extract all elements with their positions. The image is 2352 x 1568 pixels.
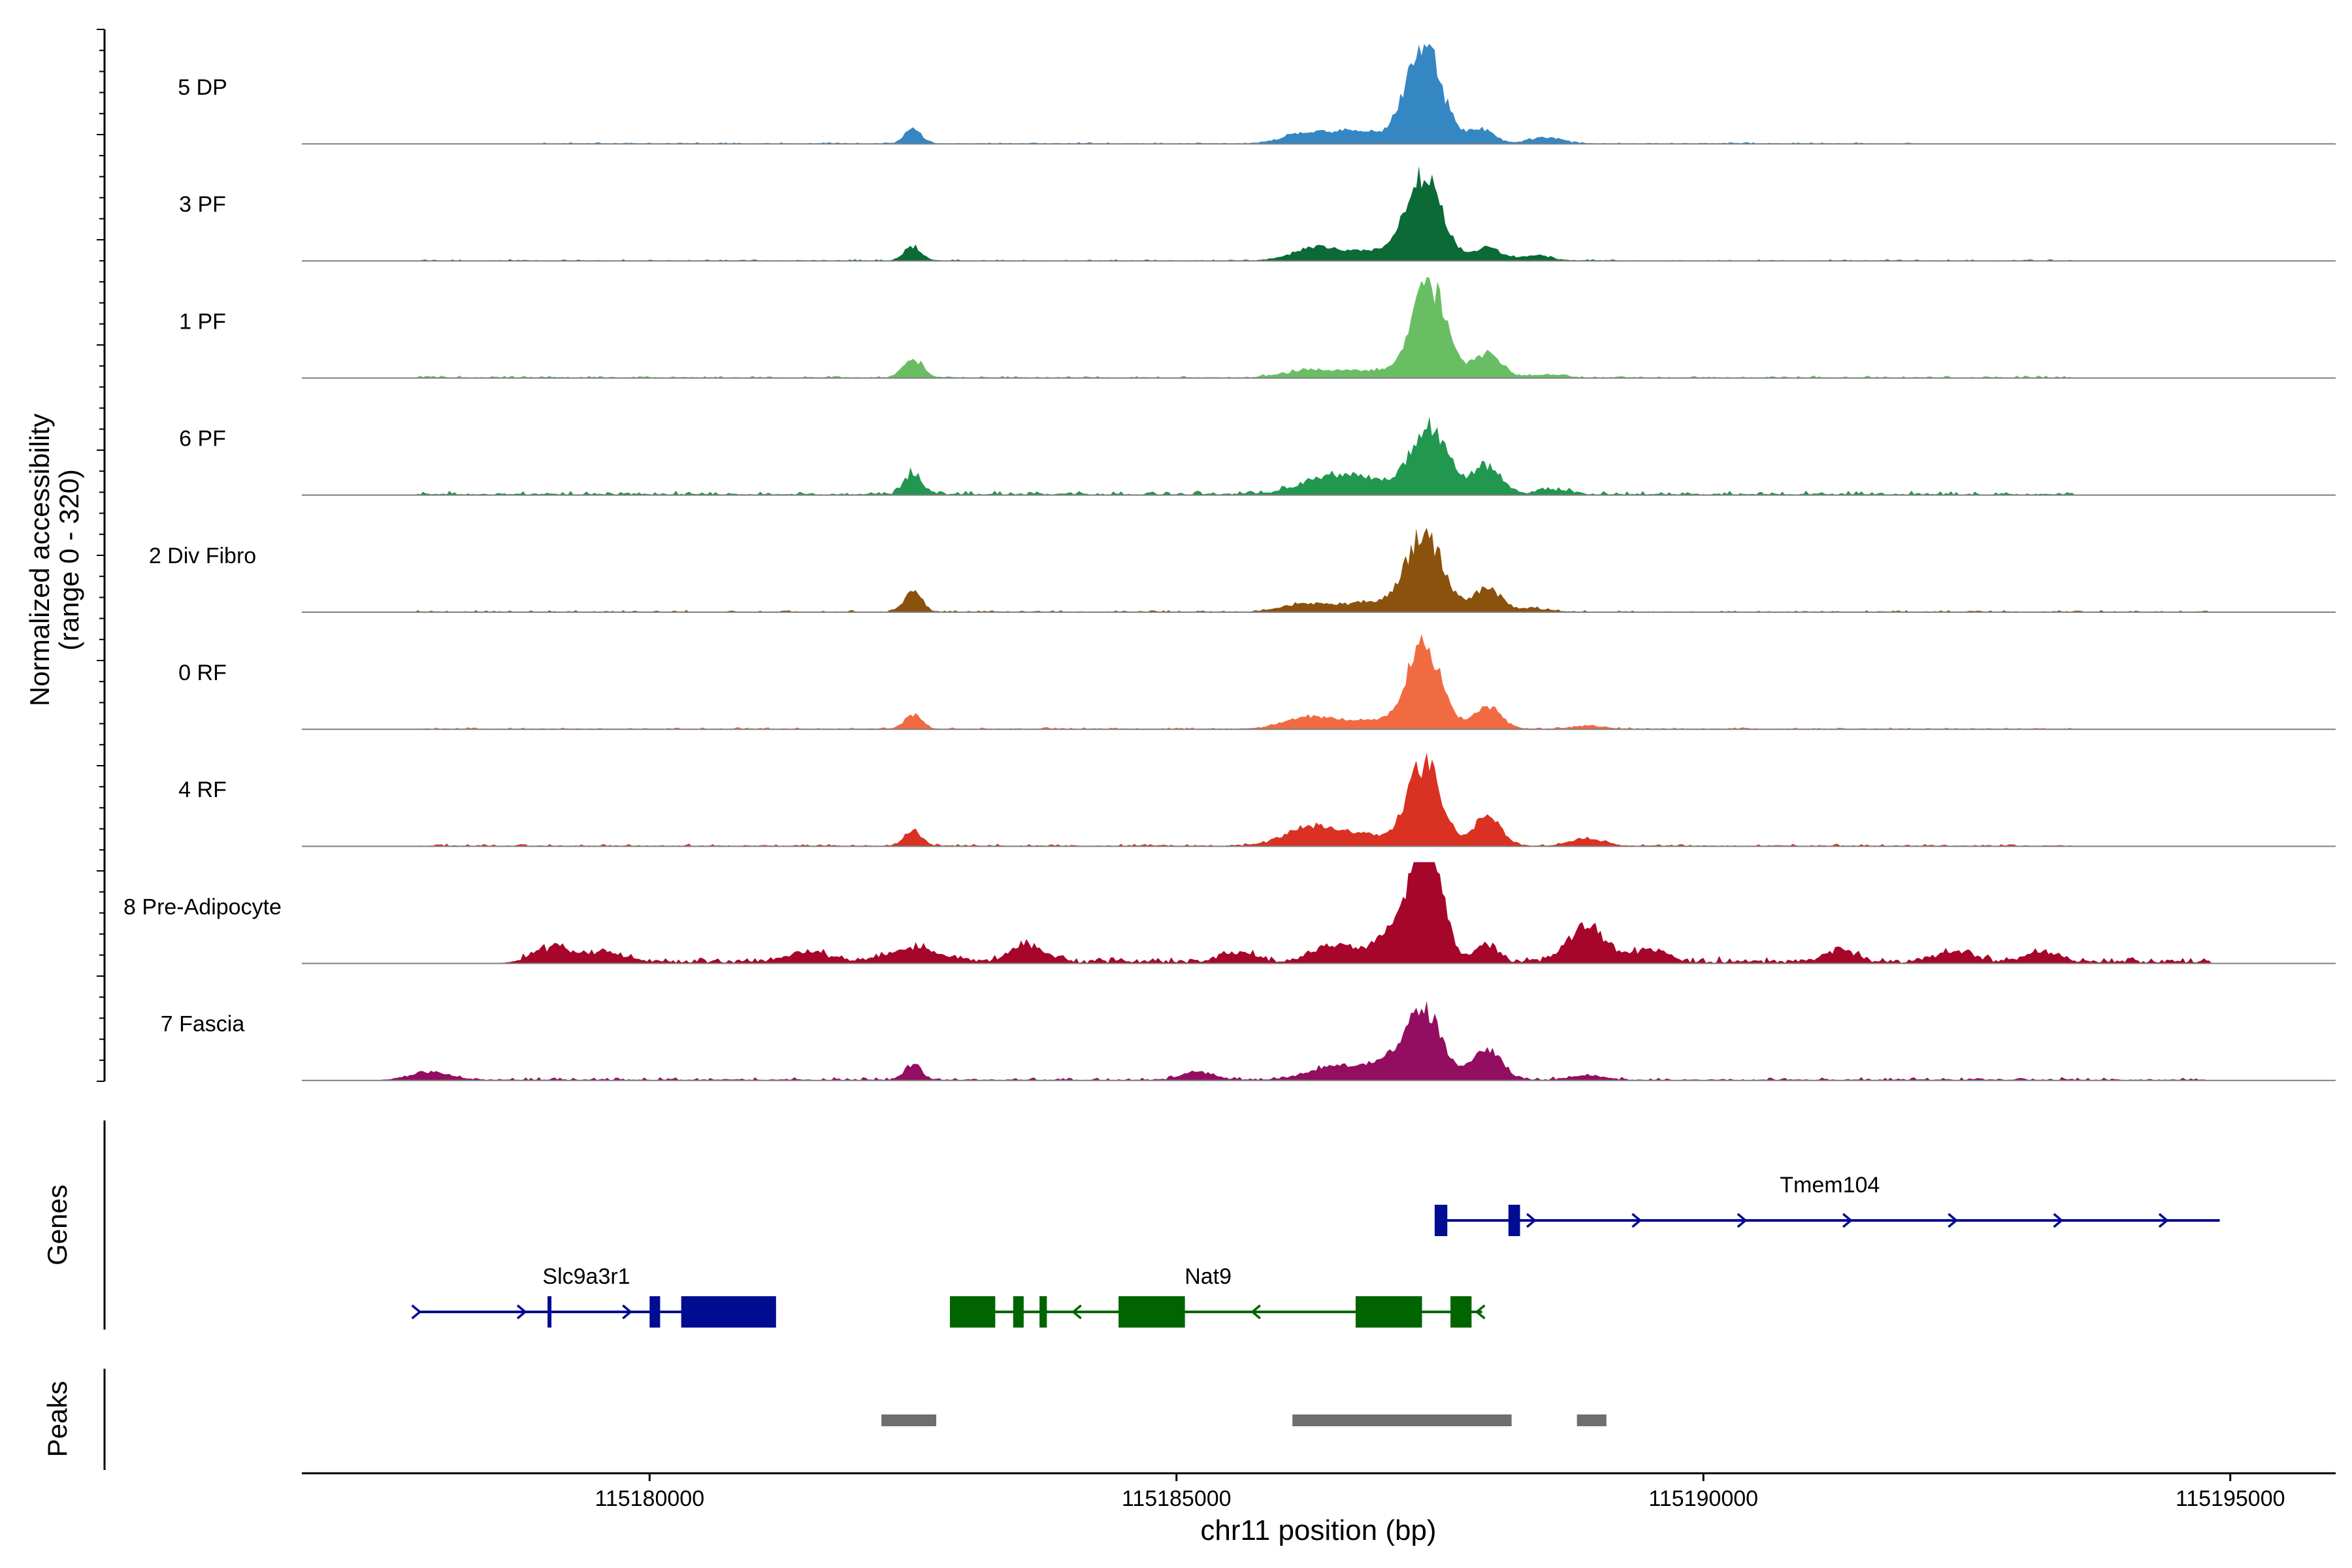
track-2-div-fibro: 2 Div Fibro [149, 527, 2336, 613]
y-axis-title-line2: (range 0 - 320) [54, 469, 84, 651]
strand-arrow [516, 1304, 527, 1320]
coverage-area [302, 752, 2336, 847]
track-label: 8 Pre-Adipocyte [123, 894, 282, 919]
exon [1450, 1296, 1472, 1328]
x-axis-title: chr11 position (bp) [1200, 1514, 1436, 1546]
peaks-track-label: Peaks [42, 1381, 73, 1458]
strand-arrow [1737, 1213, 1748, 1228]
strand-arrow [1475, 1304, 1486, 1320]
exon [547, 1296, 552, 1328]
gene-slc9a3r1: Slc9a3r1 [411, 1264, 776, 1328]
peak-bar [1292, 1414, 1512, 1426]
track-label: 1 PF [179, 309, 226, 334]
y-axis-title-line1: Normalized accessibility [24, 414, 55, 706]
peak-regions [881, 1414, 1607, 1426]
gene-name: Tmem104 [1780, 1173, 1880, 1198]
exon [1119, 1296, 1185, 1328]
exon [681, 1296, 776, 1328]
coverage-area [302, 1000, 2336, 1081]
exon [1434, 1205, 1448, 1236]
gene-tmem104: Tmem104 [1434, 1173, 2220, 1236]
exon [649, 1296, 661, 1328]
strand-arrow [1250, 1304, 1262, 1320]
gene-name: Nat9 [1184, 1264, 1232, 1289]
gene-models: Tmem104 Slc9a3r1 Nat9 [411, 1173, 2220, 1328]
strand-arrow [1948, 1213, 1959, 1228]
track-label: 7 Fascia [161, 1012, 245, 1037]
track-label: 4 RF [178, 777, 227, 802]
coverage-area [302, 527, 2336, 612]
strand-arrow [1631, 1213, 1642, 1228]
strand-arrow [411, 1304, 422, 1320]
gene-name: Slc9a3r1 [542, 1264, 630, 1289]
peak-bar [1576, 1414, 1607, 1426]
gene-nat9: Nat9 [949, 1264, 1486, 1328]
coverage-area [302, 862, 2336, 964]
strand-arrow [622, 1304, 632, 1320]
x-tick-label: 115190000 [1648, 1486, 1758, 1511]
track-6-pf: 6 PF [179, 416, 2336, 496]
x-tick-label: 115195000 [2176, 1486, 2285, 1511]
track-5-dp: 5 DP [178, 44, 2336, 145]
coverage-area [302, 634, 2336, 730]
coverage-area [302, 166, 2336, 261]
strand-arrow [2053, 1213, 2064, 1228]
strand-arrow [2158, 1213, 2169, 1228]
coverage-area [302, 44, 2336, 144]
exon [1508, 1205, 1520, 1236]
genes-track-label: Genes [42, 1184, 73, 1266]
track-label: 2 Div Fibro [149, 544, 256, 568]
x-tick-label: 115185000 [1122, 1486, 1232, 1511]
strand-arrow [1526, 1213, 1537, 1228]
x-tick-label: 115180000 [595, 1486, 704, 1511]
track-4-rf: 4 RF [178, 752, 2336, 847]
exon [1013, 1296, 1024, 1328]
peak-bar [881, 1414, 936, 1426]
strand-arrow [1842, 1213, 1853, 1228]
track-label: 6 PF [179, 427, 226, 451]
track-label: 5 DP [178, 75, 227, 100]
coverage-area [302, 416, 2336, 495]
exon [1355, 1296, 1422, 1328]
coverage-tracks: 5 DP 3 PF 1 PF 6 PF 2 Div Fibro 0 RF 4 RF 8 Pre… [123, 44, 2336, 1081]
strand-arrow [1071, 1304, 1082, 1320]
track-7-fascia: 7 Fascia [161, 1000, 2336, 1081]
track-label: 3 PF [179, 192, 226, 217]
coverage-area [302, 276, 2336, 378]
coverage-y-ticks [97, 29, 105, 1082]
track-3-pf: 3 PF [179, 166, 2336, 262]
track-0-rf: 0 RF [178, 634, 2336, 730]
track-8-pre-adipocyte: 8 Pre-Adipocyte [123, 862, 2336, 964]
exon [1039, 1296, 1047, 1328]
exon [949, 1296, 996, 1328]
track-1-pf: 1 PF [179, 276, 2336, 379]
track-label: 0 RF [178, 661, 227, 685]
x-axis-ticks: 115180000 115185000 115190000 115195000 [595, 1473, 2285, 1511]
